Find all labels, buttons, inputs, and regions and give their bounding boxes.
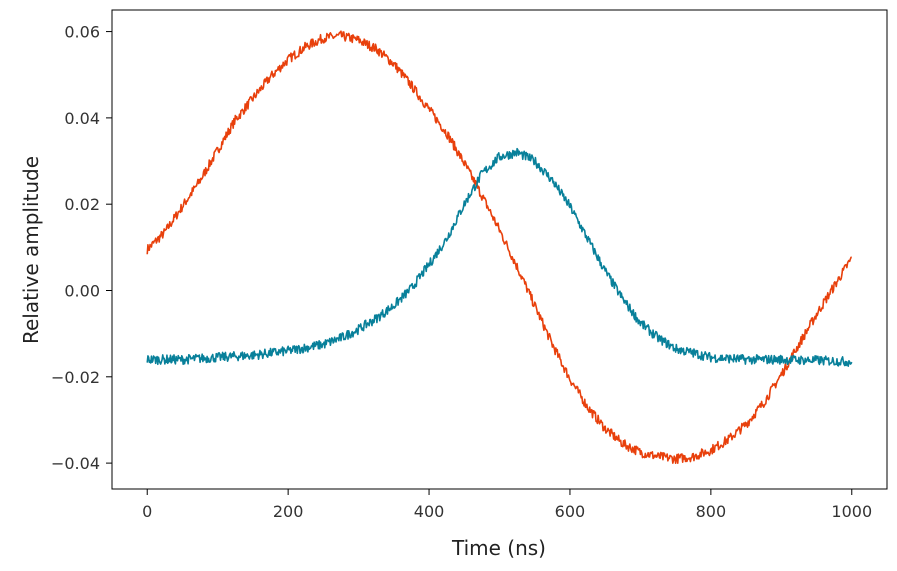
x-tick-label: 600 [555,502,586,521]
x-tick-label: 0 [142,502,152,521]
y-tick-label: 0.06 [64,23,100,42]
series-line-1 [146,30,852,465]
series-layer [146,30,853,465]
y-tick-label: 0.02 [64,195,100,214]
series-line-2 [146,147,853,367]
y-axis: 0.06 0.04 0.02 0.00 −0.02 −0.04 [51,23,112,473]
x-tick-label: 1000 [831,502,872,521]
x-tick-label: 800 [696,502,727,521]
x-tick-label: 200 [273,502,304,521]
y-axis-title: Relative amplitude [19,156,43,344]
y-tick-label: −0.04 [51,454,100,473]
y-tick-label: 0.00 [64,281,100,300]
x-tick-label: 400 [414,502,445,521]
plot-frame [111,9,888,490]
y-tick-label: 0.04 [64,109,100,128]
x-axis: 0 200 400 600 800 1000 [142,489,872,521]
y-tick-label: −0.02 [51,368,100,387]
x-axis-title: Time (ns) [451,536,546,560]
